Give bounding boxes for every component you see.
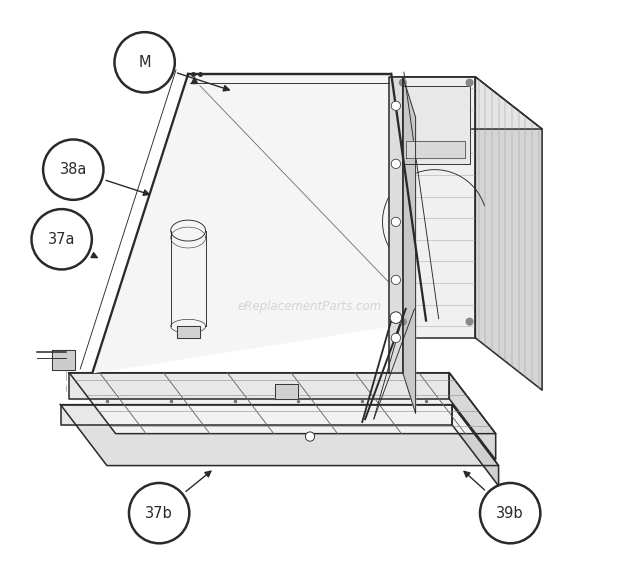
Circle shape	[466, 318, 474, 326]
Circle shape	[306, 432, 314, 441]
Text: 39b: 39b	[497, 505, 524, 521]
Circle shape	[390, 312, 402, 324]
Circle shape	[399, 79, 407, 87]
Polygon shape	[69, 373, 450, 399]
Circle shape	[391, 333, 401, 343]
Polygon shape	[52, 350, 75, 370]
Polygon shape	[389, 77, 403, 373]
Circle shape	[32, 209, 92, 269]
Polygon shape	[450, 373, 495, 460]
Polygon shape	[394, 77, 476, 338]
Polygon shape	[69, 373, 495, 434]
Polygon shape	[92, 74, 426, 373]
Polygon shape	[476, 77, 542, 390]
Circle shape	[399, 318, 407, 326]
Polygon shape	[61, 405, 452, 425]
Text: eReplacementParts.com: eReplacementParts.com	[238, 300, 382, 312]
Circle shape	[391, 101, 401, 110]
Polygon shape	[394, 77, 542, 129]
Circle shape	[129, 483, 189, 543]
Polygon shape	[61, 405, 498, 466]
Circle shape	[115, 32, 175, 93]
Text: 37a: 37a	[48, 232, 76, 247]
Text: 37b: 37b	[145, 505, 173, 521]
Circle shape	[391, 159, 401, 168]
Circle shape	[480, 483, 541, 543]
Circle shape	[391, 217, 401, 227]
Circle shape	[466, 79, 474, 87]
Text: M: M	[138, 55, 151, 70]
Circle shape	[43, 139, 104, 200]
Polygon shape	[177, 326, 200, 338]
Polygon shape	[403, 77, 415, 413]
Polygon shape	[452, 405, 498, 486]
Polygon shape	[275, 384, 298, 399]
Text: 38a: 38a	[60, 162, 87, 177]
Circle shape	[391, 275, 401, 285]
Polygon shape	[402, 86, 469, 164]
Polygon shape	[405, 141, 466, 158]
